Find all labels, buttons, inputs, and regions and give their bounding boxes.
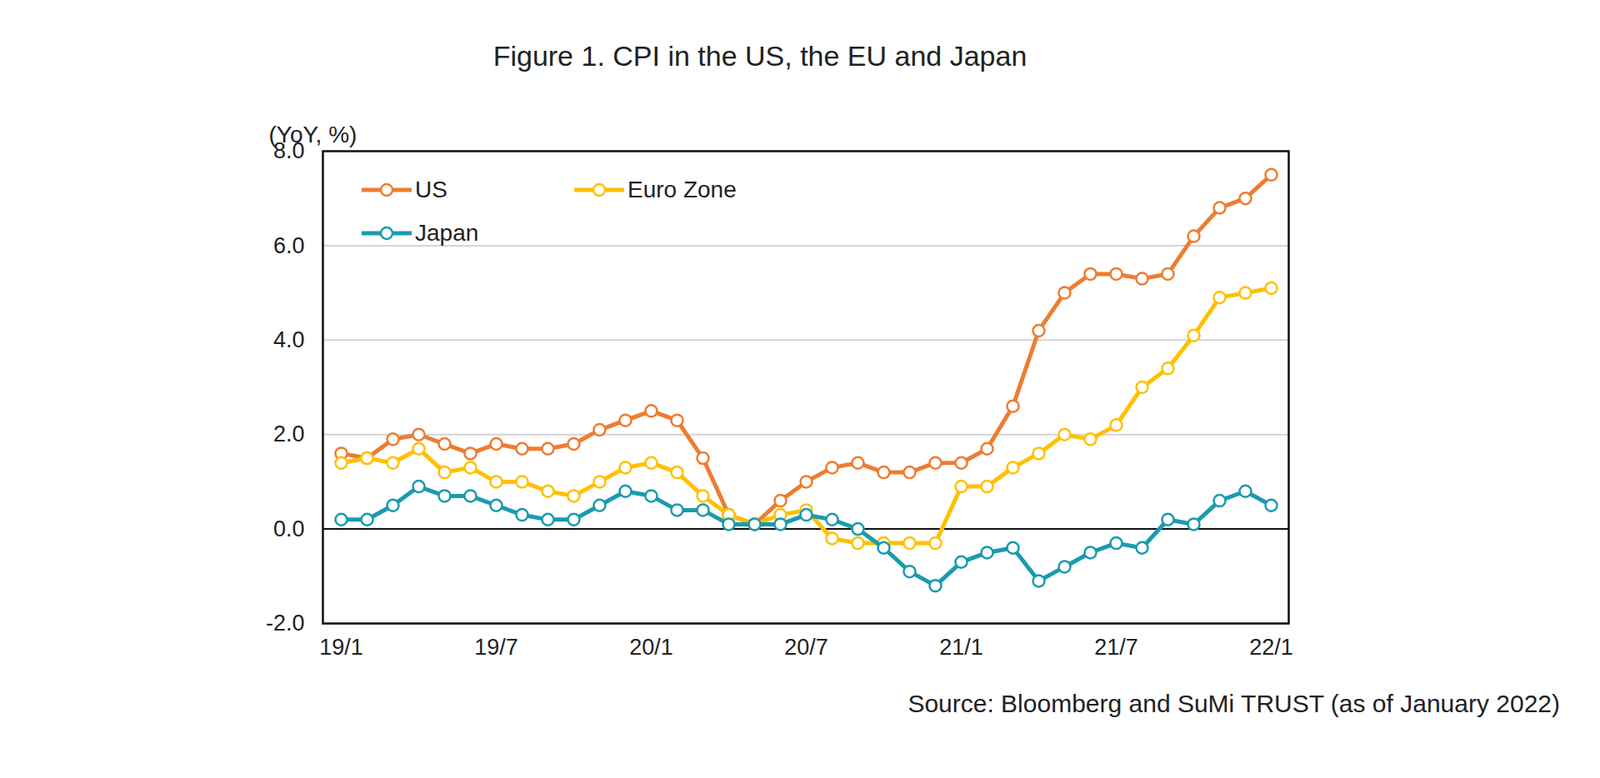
svg-text:(YoY, %): (YoY, %) (269, 121, 358, 148)
svg-text:8.0: 8.0 (273, 138, 305, 164)
svg-text:22/1: 22/1 (1249, 635, 1294, 660)
svg-text:19/1: 19/1 (319, 635, 364, 660)
html-text:Figure 1. CPI in the US, the E: Figure 1. CPI in the US, the EU and Japa… (493, 40, 1027, 72)
svg-text:4.0: 4.0 (273, 327, 305, 353)
svg-text:21/1: 21/1 (939, 635, 984, 660)
svg-text:2.0: 2.0 (273, 421, 305, 447)
html-text:US: US (415, 176, 448, 203)
svg-text:20/7: 20/7 (784, 635, 829, 660)
svg-text:0.0: 0.0 (273, 516, 305, 542)
html-text:Source: Bloomberg and SuMi TRU: Source: Bloomberg and SuMi TRUST (as of … (907, 690, 1560, 718)
svg-text:21/7: 21/7 (1094, 635, 1139, 660)
svg-text:19/7: 19/7 (474, 635, 519, 660)
html-text:Japan: Japan (415, 220, 479, 246)
svg-text:6.0: 6.0 (273, 233, 305, 259)
html-text:Euro Zone: Euro Zone (627, 176, 737, 203)
svg-text:20/1: 20/1 (629, 635, 674, 660)
svg-text:-2.0: -2.0 (265, 610, 305, 636)
